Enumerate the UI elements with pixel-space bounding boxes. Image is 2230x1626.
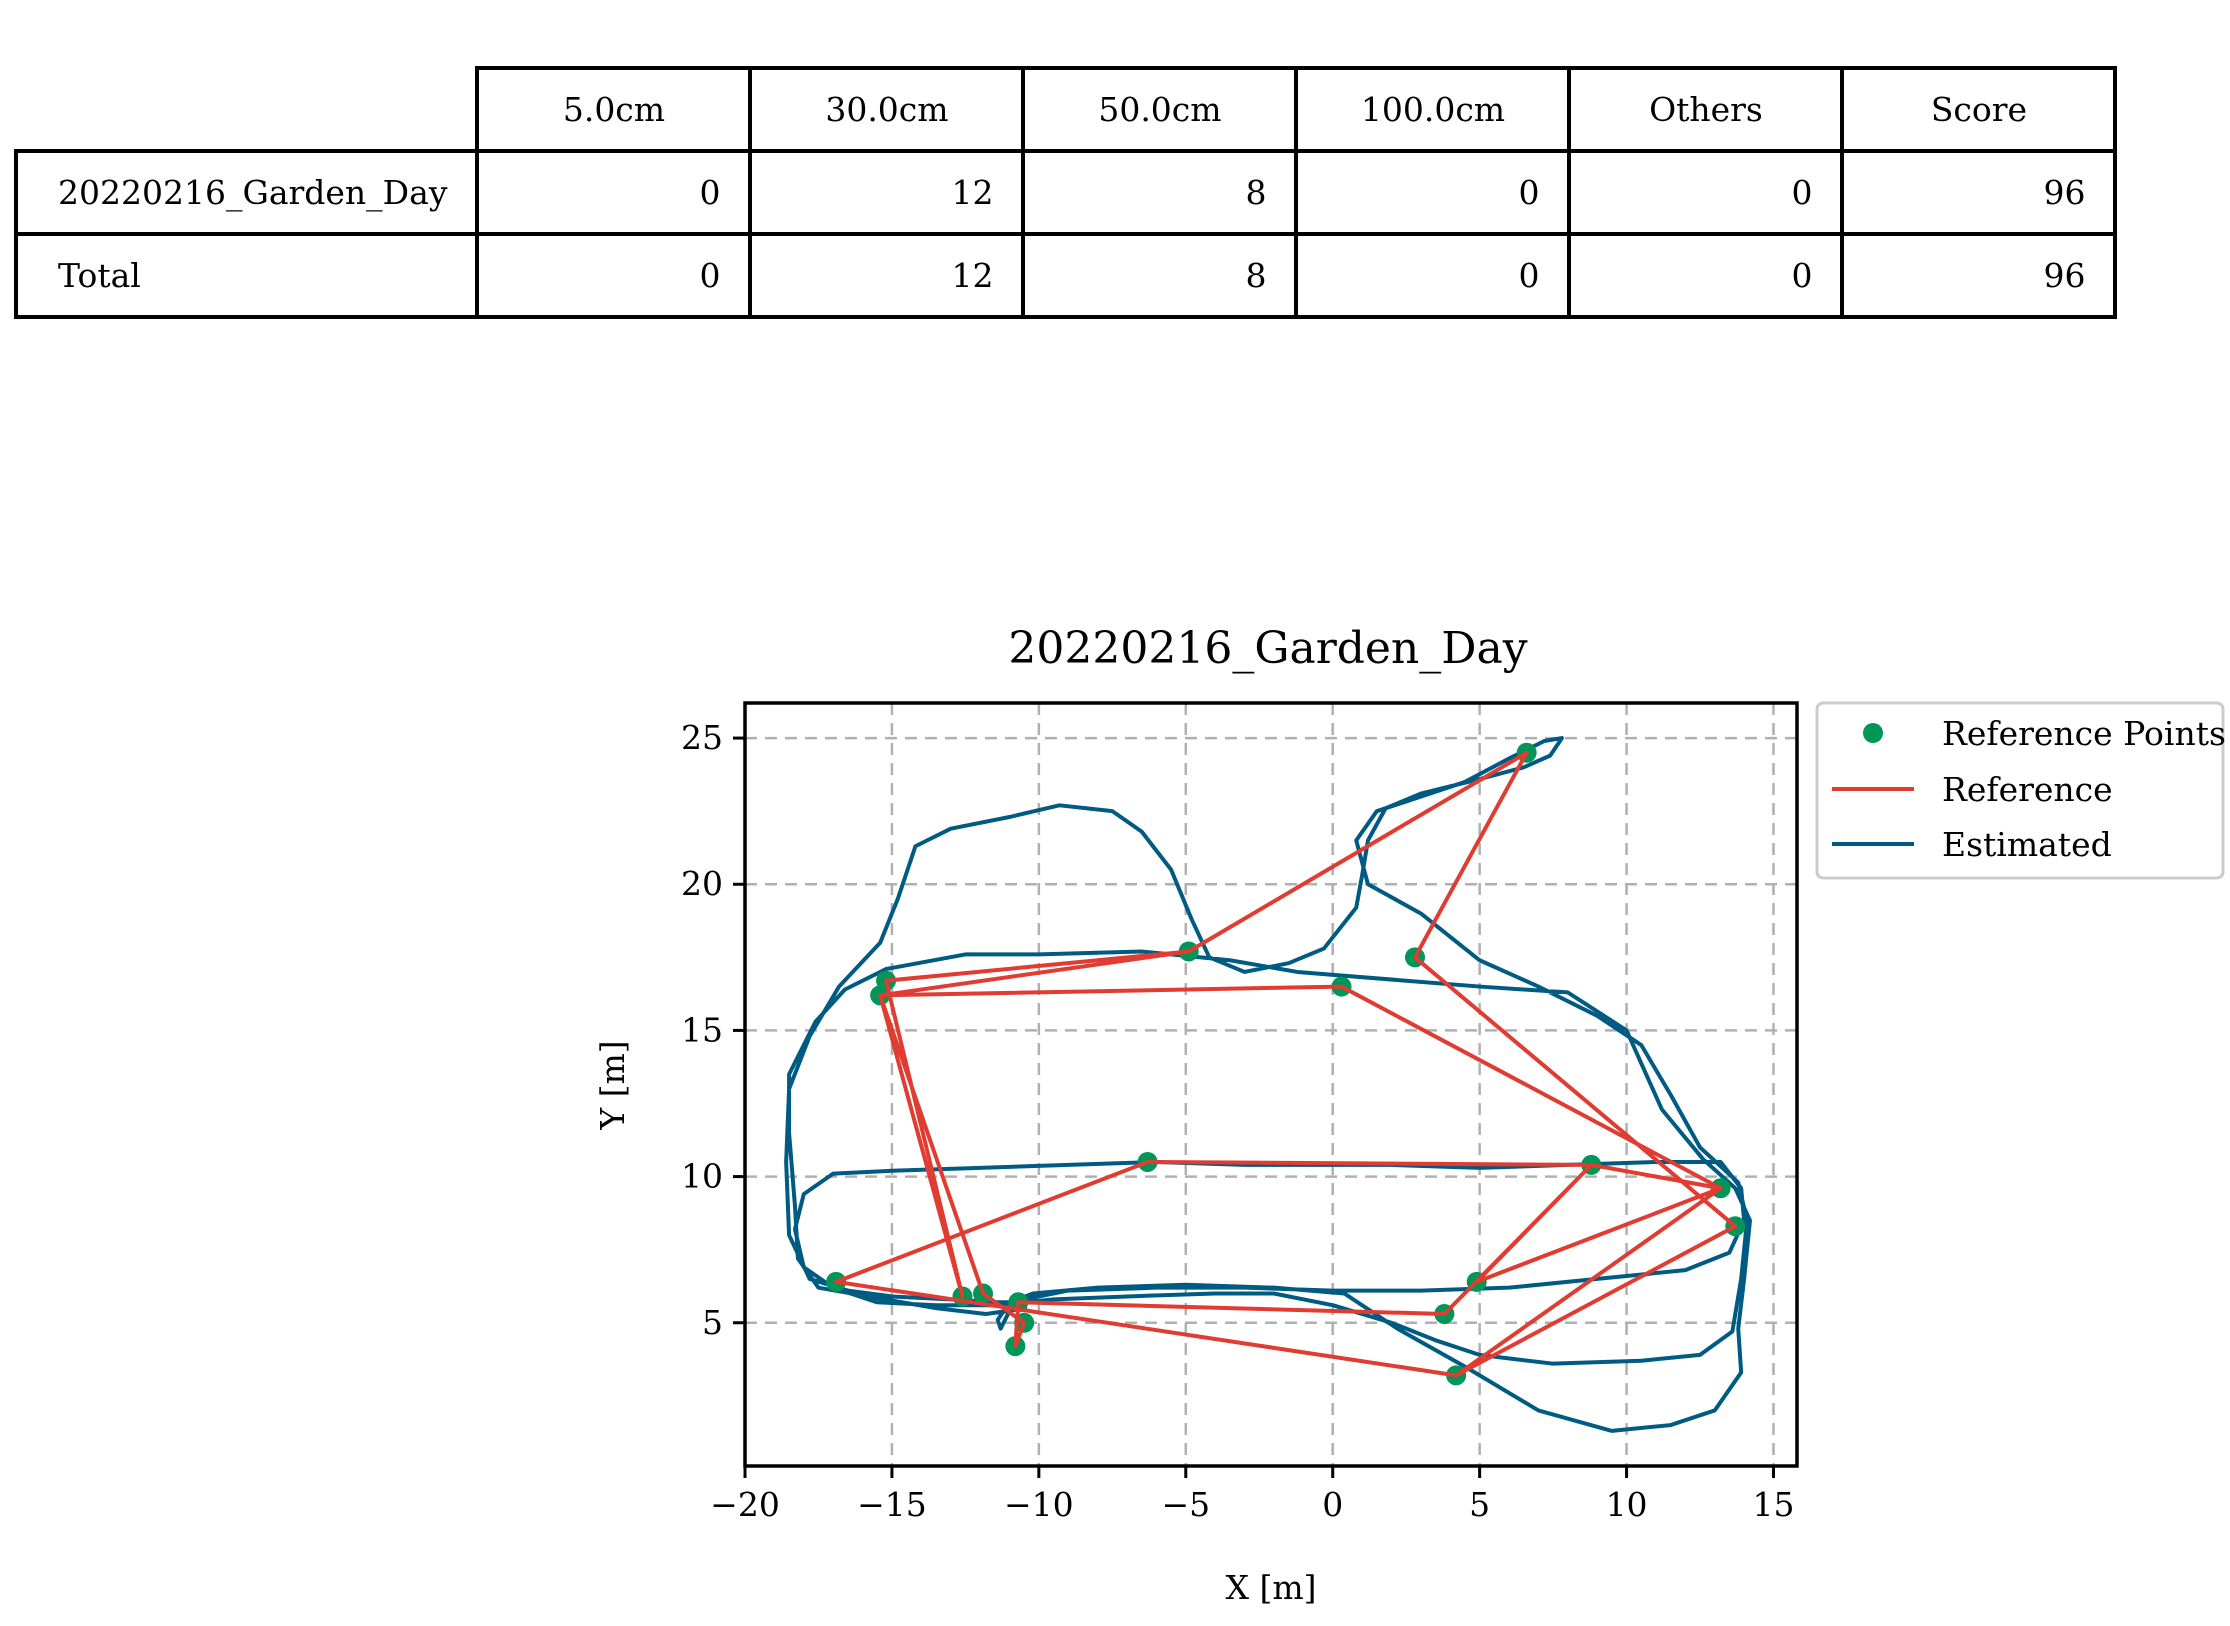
table-cell: 96 [1840, 149, 2118, 236]
table-cell: 8 [1021, 149, 1299, 236]
table-cell: 96 [1840, 232, 2118, 319]
table-cell: 8 [1021, 232, 1299, 319]
legend-label-reference-points: Reference Points [1942, 714, 2226, 753]
legend-label-estimated: Estimated [1942, 825, 2112, 864]
series-line-estimated [784, 736, 1752, 1433]
x-tick-label: −15 [857, 1485, 927, 1524]
column-header: Score [1840, 66, 2118, 153]
table-cell: 12 [748, 232, 1026, 319]
legend: Reference Points Reference Estimated [1815, 701, 2226, 880]
table-row: 20220216_Garden_Day 0 12 8 0 0 96 [13, 149, 2118, 236]
y-tick-label: 10 [681, 1157, 723, 1196]
column-header: 5.0cm [475, 66, 753, 153]
x-tick-label: −10 [1004, 1485, 1074, 1524]
x-tick-label: 5 [1469, 1485, 1490, 1524]
y-tick-label: 25 [681, 718, 723, 757]
y-axis-label: Y [m] [593, 1040, 632, 1130]
legend-label-reference: Reference [1942, 770, 2113, 809]
series-line-reference [834, 750, 1738, 1378]
series-layer [784, 736, 1752, 1433]
table-cell: 0 [475, 149, 753, 236]
table-cell: 0 [1294, 149, 1572, 236]
row-label: 20220216_Garden_Day [13, 149, 480, 236]
table-header-row: 5.0cm 30.0cm 50.0cm 100.0cm Others Score [16, 66, 2118, 153]
table-cell: 12 [748, 149, 1026, 236]
table-cell: 0 [1294, 232, 1572, 319]
column-header: 50.0cm [1021, 66, 1299, 153]
column-header: 100.0cm [1294, 66, 1572, 153]
chart-title: 20220216_Garden_Day [1008, 623, 1527, 674]
table-cell: 0 [1567, 149, 1845, 236]
table-cell: 0 [1567, 232, 1845, 319]
legend-frame [1815, 701, 2225, 880]
column-header: Others [1567, 66, 1845, 153]
y-tick-label: 20 [681, 864, 723, 903]
plot-frame [743, 701, 1799, 1468]
legend-marker-reference-points [1863, 723, 1883, 743]
axis-ticks: −20 −15 −10 −5 0 5 10 15 5 10 15 20 25 [681, 718, 1794, 1524]
y-tick-label: 15 [681, 1010, 723, 1049]
table-row: Total 0 12 8 0 0 96 [13, 232, 2118, 319]
x-tick-label: −5 [1161, 1485, 1210, 1524]
x-tick-label: −20 [710, 1485, 780, 1524]
y-tick-label: 5 [702, 1303, 723, 1342]
column-header: 30.0cm [748, 66, 1026, 153]
x-tick-label: 10 [1606, 1485, 1648, 1524]
row-label: Total [13, 232, 480, 319]
x-tick-label: 15 [1752, 1485, 1794, 1524]
grid [743, 703, 1797, 1466]
table-cell: 0 [475, 232, 753, 319]
x-axis-label: X [m] [1225, 1568, 1316, 1607]
x-tick-label: 0 [1322, 1485, 1343, 1524]
score-table: 5.0cm 30.0cm 50.0cm 100.0cm Others Score… [13, 66, 2118, 319]
